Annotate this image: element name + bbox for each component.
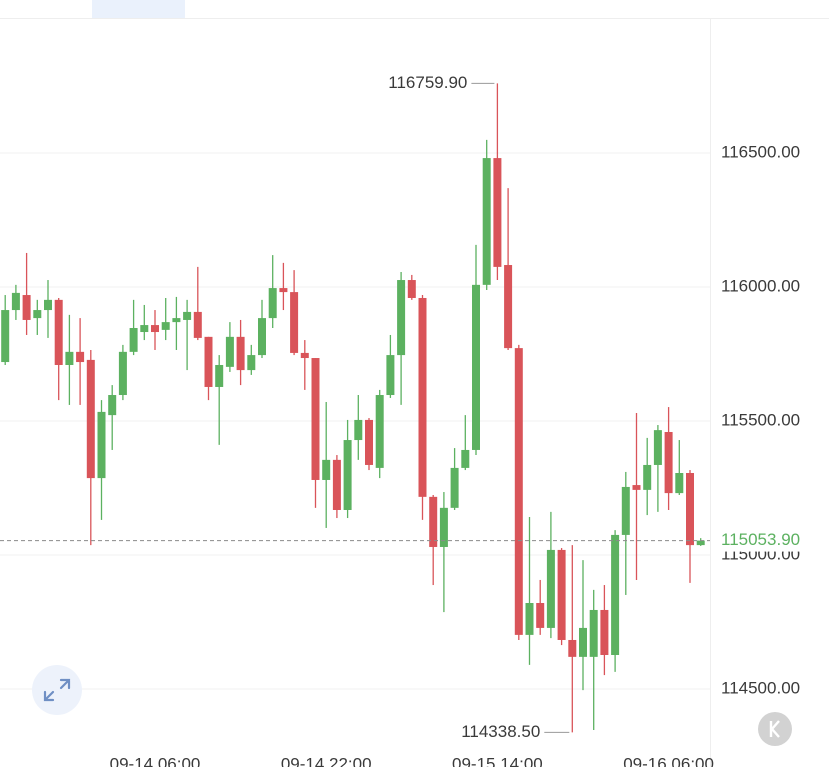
candle-body (118, 351, 127, 396)
candle-body (557, 549, 566, 640)
candle-body (450, 467, 459, 508)
last-price-label: 115053.90 (721, 530, 800, 549)
candle-body (386, 355, 395, 396)
candle-body (546, 549, 555, 628)
candle-body (472, 284, 480, 450)
candle-body (279, 288, 288, 293)
candle-body (290, 292, 299, 353)
candle-body (129, 328, 138, 352)
candle-body (44, 299, 52, 311)
candle-body (140, 325, 149, 333)
k-icon (769, 720, 780, 738)
candle-body (536, 602, 545, 628)
x-tick-label: 09-15 14:00 (452, 754, 543, 767)
candle-body (215, 364, 224, 387)
candle-body (1, 310, 10, 363)
candle-body (653, 430, 662, 465)
expand-icon (43, 678, 71, 702)
candle-body (183, 311, 192, 320)
candle-body (65, 351, 74, 365)
candle-body (375, 395, 384, 468)
candle-body (193, 311, 202, 338)
expand-button[interactable] (32, 665, 82, 715)
candle-body (611, 534, 620, 655)
k-button-bg[interactable] (758, 712, 792, 746)
candle-body (365, 419, 373, 465)
candle-body (76, 351, 85, 363)
candle-body (525, 602, 534, 635)
candle-body (579, 627, 587, 657)
candle-body (600, 609, 609, 655)
candle-body (268, 288, 277, 319)
candle-body (258, 318, 266, 356)
candle-body (397, 280, 406, 356)
last-price-bg (714, 529, 829, 552)
candle-body (482, 158, 491, 285)
x-tick-label: 09-14 06:00 (110, 754, 201, 767)
candle-body (632, 485, 641, 490)
candle-body (322, 459, 331, 480)
y-tick-label: 116000.00 (721, 276, 800, 295)
candle-body (621, 486, 630, 535)
candles (1, 83, 705, 733)
candle-body (225, 336, 234, 367)
candle-body (664, 431, 673, 494)
candle-body (204, 336, 213, 387)
candle-body (429, 496, 438, 547)
candle-body (343, 440, 352, 510)
candle-body (675, 473, 684, 494)
candle-body (407, 280, 416, 298)
candle-body (696, 540, 705, 546)
x-tick-label: 09-14 22:00 (281, 754, 372, 767)
candle-body (332, 459, 341, 510)
candle-body (161, 322, 170, 330)
candle-body (97, 411, 106, 479)
candle-body (108, 395, 117, 416)
candle-body (247, 355, 256, 371)
min-label: 114338.50 (461, 722, 540, 741)
candle-body (33, 310, 42, 319)
labels: 114500.00115000.00115500.00116000.001165… (0, 73, 829, 767)
tab-highlight[interactable] (92, 0, 185, 18)
candle-body (504, 265, 513, 349)
candle-body (151, 325, 159, 333)
y-tick-label: 114500.00 (721, 679, 800, 698)
candle-body (86, 359, 95, 479)
candle-body (568, 639, 577, 657)
candle-body (686, 473, 694, 546)
y-tick-label: 116500.00 (721, 142, 800, 161)
candle-body (354, 419, 363, 441)
candle-body (311, 358, 320, 480)
candle-body (300, 352, 309, 359)
candle-body (54, 299, 63, 365)
x-tick-label: 09-16 06:00 (623, 754, 714, 767)
y-tick-label: 115500.00 (721, 410, 800, 429)
k-button[interactable] (758, 712, 792, 746)
candle-body (236, 336, 245, 371)
candle-body (589, 609, 598, 657)
max-label: 116759.90 (388, 73, 467, 92)
candle-body (514, 348, 523, 635)
expand-button-bg[interactable] (32, 665, 82, 715)
candle-body (439, 507, 448, 547)
candle-body (461, 449, 470, 468)
candle-body (418, 297, 427, 497)
candle-body (172, 318, 181, 323)
candle-body (643, 464, 652, 490)
candle-body (493, 158, 502, 267)
candle-body (11, 292, 20, 311)
candle-body (22, 295, 31, 320)
